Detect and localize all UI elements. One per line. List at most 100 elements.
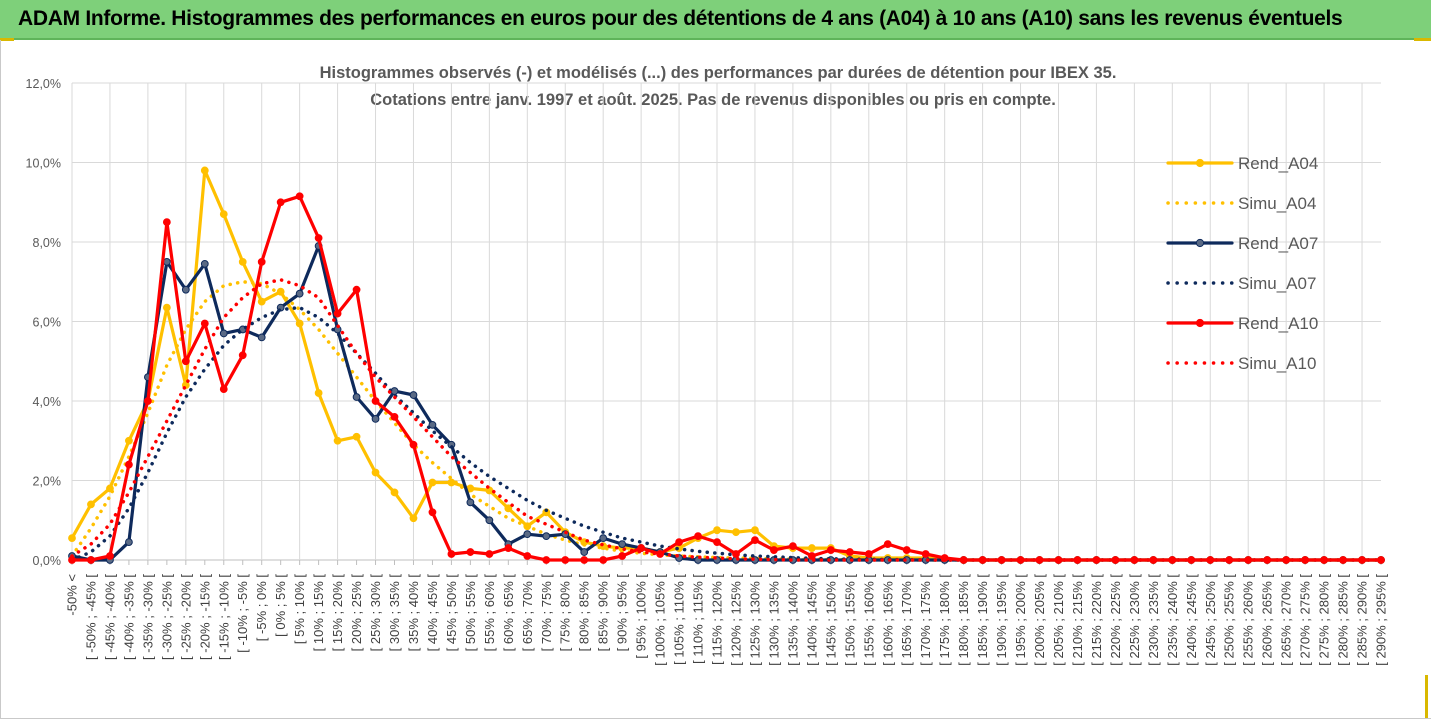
report-title: ADAM Informe. Histogrammes des performan… <box>18 7 1343 30</box>
data-point-rend_a07 <box>352 393 361 401</box>
data-point-rend_a10 <box>428 508 437 517</box>
x-tick-label: [ 170% ; 175% [ <box>918 574 933 666</box>
data-point-rend_a04 <box>162 303 171 312</box>
data-point-rend_a10 <box>807 552 816 560</box>
data-point-rend_a10 <box>238 351 247 360</box>
data-point-rend_a10 <box>751 536 759 545</box>
data-point-rend_a04 <box>751 526 759 535</box>
data-point-rend_a07 <box>466 498 475 507</box>
data-point-rend_a07 <box>371 414 380 423</box>
data-point-rend_a10 <box>1377 556 1385 564</box>
corner-accent-top-left <box>0 38 14 41</box>
data-point-rend_a10 <box>902 546 911 554</box>
data-point-rend_a10 <box>788 542 797 550</box>
x-tick-label: [ 245% ; 250% [ <box>1203 574 1218 666</box>
series-line-simu_a10 <box>70 278 1383 562</box>
x-tick-label: [ 55% ; 60% [ <box>482 574 497 652</box>
series-layer <box>68 166 1385 564</box>
y-tick-label: 4,0% <box>33 395 62 409</box>
data-point-rend_a10 <box>542 556 551 564</box>
data-point-rend_a04 <box>257 297 266 306</box>
data-point-rend_a10 <box>352 285 361 294</box>
data-point-rend_a04 <box>333 436 342 445</box>
x-tick-label: [ -20% ; -15% [ <box>197 574 212 660</box>
data-point-rend_a10 <box>864 550 873 558</box>
data-point-rend_a07 <box>125 538 133 547</box>
y-tick-label: 0,0% <box>33 554 62 568</box>
x-tick-label: [ 75% ; 80% [ <box>558 574 573 652</box>
x-tick-label: [ 120% ; 125% [ <box>728 574 743 666</box>
y-tick-label: 10,0% <box>26 157 61 171</box>
x-tick-label: [ 275% ; 280% [ <box>1317 574 1332 666</box>
data-point-rend_a04 <box>219 210 228 219</box>
x-tick-label: [ 190% ; 195% [ <box>994 574 1009 666</box>
data-point-rend_a07 <box>542 532 551 541</box>
x-tick-label: [ 5% ; 10% [ <box>292 574 307 644</box>
x-tick-label: [ 20% ; 25% [ <box>349 574 364 652</box>
x-tick-label: [ 40% ; 45% [ <box>425 574 440 652</box>
x-tick-label: [ 95% ; 100% [ <box>634 574 649 659</box>
x-tick-label: [ 180% ; 185% [ <box>956 574 971 666</box>
data-point-rend_a10 <box>162 218 171 227</box>
data-point-rend_a04 <box>390 488 399 497</box>
x-tick-label: [ 140% ; 145% [ <box>804 574 819 666</box>
data-point-rend_a07 <box>485 516 494 525</box>
x-tick-label: [ 255% ; 260% [ <box>1241 574 1256 666</box>
x-tick-label: [ 225% ; 230% [ <box>1127 574 1142 666</box>
data-point-rend_a07 <box>428 420 437 429</box>
x-tick-label: [ 90% ; 95% [ <box>615 574 630 652</box>
data-point-rend_a07 <box>523 530 532 539</box>
data-point-rend_a10 <box>694 532 702 541</box>
x-tick-label: [ -30% ; -25% [ <box>159 574 174 660</box>
data-point-rend_a07 <box>200 259 209 268</box>
legend: Rend_A04 Simu_A04 Rend_A07 Simu_A07 Rend_A10… <box>1166 154 1318 373</box>
data-point-rend_a04 <box>409 514 418 523</box>
data-point-rend_a10 <box>921 550 930 558</box>
x-tick-label: [ 230% ; 235% [ <box>1146 574 1161 666</box>
x-tick-label: [ 175% ; 180% [ <box>937 574 952 666</box>
data-point-rend_a10 <box>675 538 683 547</box>
axis-layer: 0,0%2,0%4,0%6,0%8,0%10,0%12,0%-50% <[ -5… <box>26 77 1389 666</box>
chart-subtitle: Cotations entre janv. 1997 et août. 2025… <box>370 91 1056 109</box>
data-point-rend_a07 <box>181 285 190 294</box>
y-tick-label: 6,0% <box>33 316 62 330</box>
data-point-rend_a10 <box>845 548 854 556</box>
legend-label-rend_a10: Rend_A10 <box>1238 314 1318 333</box>
data-point-rend_a07 <box>580 548 589 556</box>
x-tick-label: [ 210% ; 215% [ <box>1070 574 1085 666</box>
data-point-rend_a04 <box>295 319 304 328</box>
corner-accent-top-right <box>1414 38 1431 41</box>
data-point-rend_a10 <box>580 556 589 564</box>
data-point-rend_a07 <box>390 387 399 395</box>
data-point-rend_a04 <box>314 389 323 397</box>
data-point-rend_a10 <box>371 397 380 405</box>
data-point-rend_a10 <box>523 552 532 560</box>
series-line-rend_a10 <box>70 194 1383 562</box>
legend-marker-rend_a04 <box>1195 158 1205 168</box>
data-point-rend_a10 <box>295 192 304 201</box>
data-point-rend_a04 <box>200 166 209 175</box>
legend-label-simu_a04: Simu_A04 <box>1238 194 1316 213</box>
x-tick-label: [ 45% ; 50% [ <box>444 574 459 652</box>
x-tick-label: [ 160% ; 165% [ <box>880 574 895 666</box>
data-point-rend_a04 <box>428 478 437 487</box>
x-tick-label: [ 220% ; 225% [ <box>1108 574 1123 666</box>
series-line-simu_a07 <box>70 305 1383 562</box>
x-tick-label: [ 250% ; 255% [ <box>1222 574 1237 666</box>
data-point-rend_a04 <box>371 468 380 477</box>
x-tick-label: [ 85% ; 90% [ <box>596 574 611 652</box>
data-point-rend_a10 <box>200 319 209 328</box>
x-tick-label: [ 15% ; 20% [ <box>330 574 345 652</box>
data-point-rend_a10 <box>409 440 418 449</box>
x-tick-label: [ 265% ; 270% [ <box>1279 574 1294 666</box>
data-point-rend_a10 <box>276 198 285 207</box>
data-point-rend_a04 <box>447 478 456 487</box>
data-point-rend_a04 <box>732 528 740 537</box>
data-point-rend_a10 <box>181 357 190 366</box>
data-point-rend_a10 <box>125 460 133 469</box>
y-tick-label: 2,0% <box>33 475 62 489</box>
x-tick-label: [ -15% ; -10% [ <box>216 574 231 660</box>
x-tick-label: [ 110% ; 115% [ <box>691 574 706 664</box>
x-tick-label: [ 205% ; 210% [ <box>1051 574 1066 666</box>
